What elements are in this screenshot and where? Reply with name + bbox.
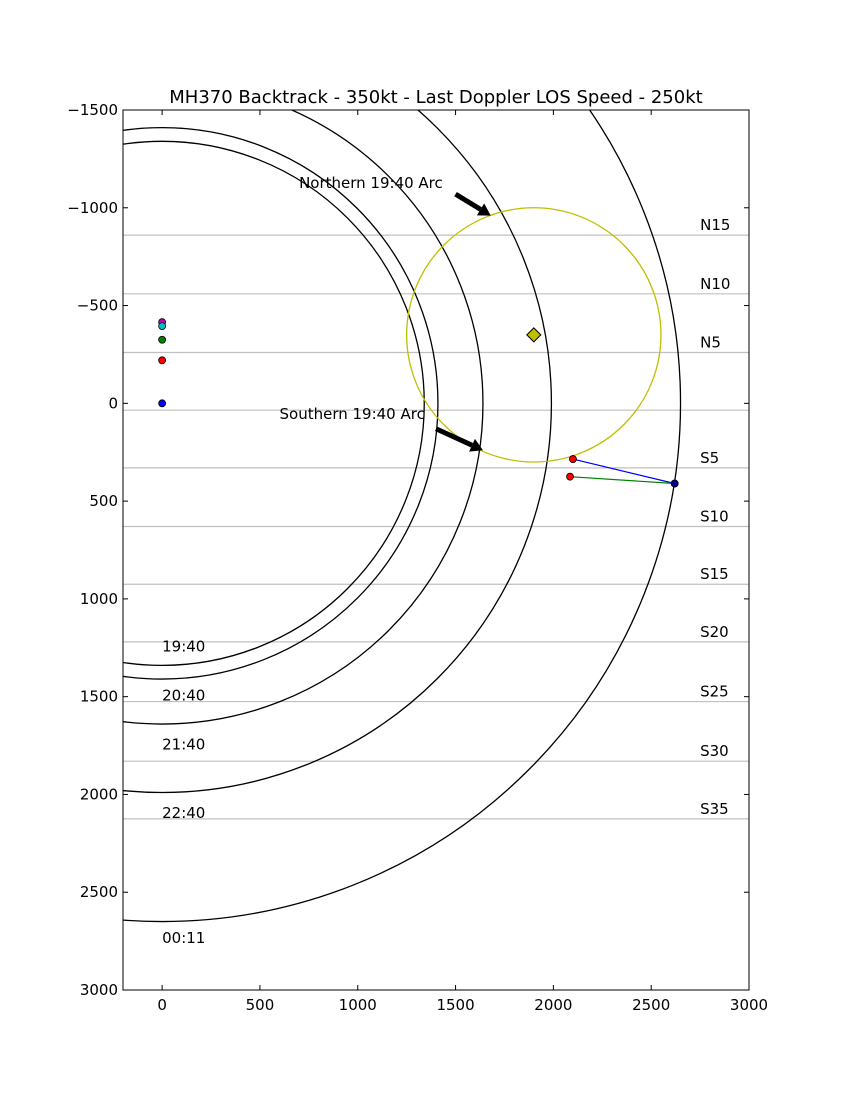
plot-frame xyxy=(122,109,750,991)
latitude-label: S35 xyxy=(700,800,729,818)
connector-segment xyxy=(569,476,675,485)
origin-point xyxy=(158,322,167,330)
arc-time-label: 20:40 xyxy=(162,687,205,705)
latitude-label: S10 xyxy=(700,508,729,526)
y-tick-label: 1500 xyxy=(80,688,118,706)
y-tick-label: −500 xyxy=(77,297,118,315)
origin-point xyxy=(158,399,167,408)
arc-time-label: 19:40 xyxy=(162,638,205,656)
annotation-arrow-head xyxy=(476,203,491,216)
latitude-label: S20 xyxy=(700,623,729,641)
y-tick-label: 500 xyxy=(89,492,118,510)
latitude-label: N5 xyxy=(700,333,721,351)
range-arc xyxy=(123,110,552,794)
connector-segment xyxy=(572,458,675,485)
x-tick-label: 3000 xyxy=(730,996,768,1014)
arc-lines xyxy=(123,110,682,923)
y-tick-label: 2500 xyxy=(80,883,118,901)
segment-layer xyxy=(569,458,675,485)
y-tick-label: 0 xyxy=(108,394,118,412)
origin-point xyxy=(158,335,167,344)
latitude-label: S30 xyxy=(700,742,729,760)
latitude-lines xyxy=(123,234,749,820)
y-tick-label: −1500 xyxy=(67,101,118,119)
x-tick-label: 0 xyxy=(157,996,167,1014)
label-layer: N15 N10 N5 S5 S10 S15 S20 S25 S30 S35 19:40 20:40 21… xyxy=(162,216,730,947)
annotation-arrow-shaft xyxy=(454,191,482,212)
point-layer xyxy=(158,318,679,488)
annotation-arrow-shaft xyxy=(434,426,474,448)
latitude-label: S5 xyxy=(700,449,719,467)
range-arc xyxy=(123,127,439,680)
y-tick-label: 1000 xyxy=(80,590,118,608)
arc-annotation: Southern 19:40 Arc xyxy=(280,405,425,423)
axis-ticks: 0 500 1000 1500 2000 2500 3000 −1500 −1000 −500 0 5… xyxy=(67,101,768,1014)
latitude-label: N15 xyxy=(700,216,730,234)
chart-title: MH370 Backtrack - 350kt - Last Doppler L… xyxy=(169,87,702,108)
search-circle xyxy=(406,207,662,463)
x-tick-label: 2500 xyxy=(632,996,670,1014)
annotation-arrow-head xyxy=(469,438,483,452)
arc-time-label: 22:40 xyxy=(162,804,205,822)
origin-point xyxy=(158,356,167,365)
segment-start-point xyxy=(566,472,574,481)
y-tick-label: 2000 xyxy=(80,785,118,803)
y-tick-label: 3000 xyxy=(80,981,118,999)
arc-time-label: 00:11 xyxy=(162,929,205,947)
x-tick-label: 1500 xyxy=(436,996,474,1014)
arc-annotation: Northern 19:40 Arc xyxy=(299,174,443,192)
search-circle-layer xyxy=(406,207,662,463)
segment-end-point xyxy=(670,479,679,488)
latitude-label: S15 xyxy=(700,565,729,583)
range-arc xyxy=(123,110,484,725)
latitude-label: S25 xyxy=(700,683,729,701)
annotation-layer: Northern 19:40 Arc Southern 19:40 Arc xyxy=(280,174,491,452)
range-arc xyxy=(123,110,682,923)
diamond-marker xyxy=(526,327,542,343)
segment-start-point xyxy=(569,455,577,463)
range-arc xyxy=(123,140,425,666)
x-tick-label: 500 xyxy=(246,996,275,1014)
arc-time-label: 21:40 xyxy=(162,735,205,753)
y-tick-label: −1000 xyxy=(67,199,118,217)
x-tick-label: 1000 xyxy=(339,996,377,1014)
latitude-label: N10 xyxy=(700,275,730,293)
x-tick-label: 2000 xyxy=(534,996,572,1014)
